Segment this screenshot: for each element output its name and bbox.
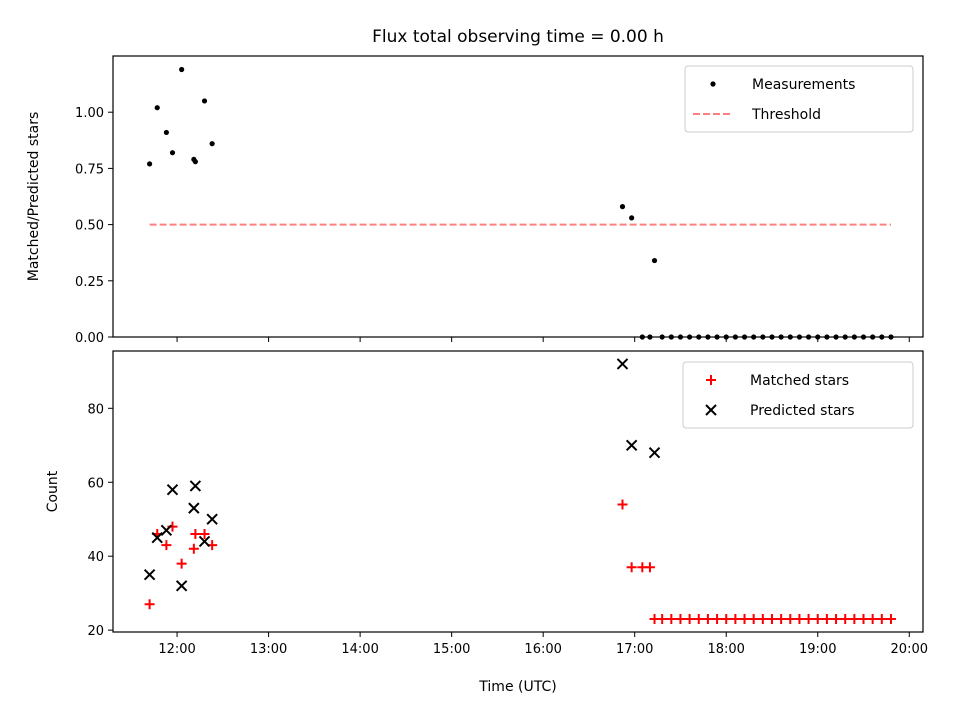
y-tick-label: 60	[87, 476, 104, 491]
legend-label: Measurements	[752, 77, 855, 93]
measurement-point	[209, 141, 215, 147]
predicted-star-point	[151, 532, 163, 544]
matched-star-point	[161, 540, 172, 551]
matched-star-point	[693, 614, 704, 625]
y-axis-label: Count	[45, 470, 61, 512]
predicted-star-point	[175, 580, 188, 592]
y-tick-label: 0.00	[75, 331, 104, 346]
y-tick-label: 0.25	[75, 275, 104, 290]
matched-star-point	[794, 614, 805, 625]
legend-label: Matched stars	[750, 373, 849, 389]
y-tick-label: 80	[87, 402, 104, 417]
matched-star-point	[858, 614, 869, 625]
predicted-star-point	[188, 502, 200, 514]
measurement-point	[147, 161, 153, 167]
measurement-point	[629, 215, 635, 221]
legend-label: Threshold	[751, 107, 821, 123]
series-matched-stars	[144, 499, 896, 625]
measurement-point	[651, 257, 658, 264]
matched-star-point	[739, 614, 750, 625]
measurement-point	[201, 98, 208, 104]
predicted-star-point	[160, 524, 173, 537]
matched-star-point	[730, 614, 741, 625]
matched-star-point	[776, 614, 787, 625]
matched-star-point	[176, 558, 187, 569]
bottom-panel: 12:00 13:00 14:00 15:00 16:00 17:00 18:00 19:00…	[45, 350, 928, 657]
matched-star-point	[644, 562, 655, 573]
legend: Matched stars Predicted stars	[682, 361, 914, 429]
legend-box	[682, 361, 914, 429]
matched-star-point	[748, 614, 759, 625]
legend-marker-sample	[705, 404, 717, 416]
predicted-star-point	[648, 446, 661, 459]
matched-star-point	[684, 614, 695, 625]
x-tick-label: 17:00	[616, 642, 653, 657]
matched-star-point	[721, 614, 732, 625]
chart-title: Flux total observing time = 0.00 h	[372, 27, 664, 47]
x-tick-label: 15:00	[433, 642, 470, 657]
measurement-point	[163, 129, 169, 136]
predicted-star-point	[198, 535, 211, 548]
predicted-star-point	[189, 480, 202, 492]
series-predicted-stars	[143, 358, 661, 592]
matched-star-point	[785, 614, 796, 625]
matched-star-point	[766, 614, 777, 625]
matched-star-point	[867, 614, 878, 625]
legend-marker-sample	[710, 81, 716, 87]
x-tick-label: 20:00	[891, 642, 928, 657]
series-measurements	[147, 66, 894, 340]
matched-star-point	[840, 614, 851, 625]
matched-star-point	[831, 614, 842, 625]
matched-star-point	[803, 614, 814, 625]
legend: Measurements Threshold	[684, 65, 914, 133]
y-tick-label: 0.75	[75, 162, 104, 177]
x-tick-label: 14:00	[341, 642, 378, 657]
x-tick-label: 19:00	[799, 642, 836, 657]
matched-star-point	[812, 614, 823, 625]
top-panel: 0.00 0.25 0.50 0.75 1.00 Matched/Predicted st…	[26, 55, 924, 346]
matched-star-point	[876, 614, 887, 625]
x-axis-label: Time (UTC)	[478, 679, 556, 695]
matched-star-point	[199, 529, 210, 540]
matched-star-point	[190, 529, 201, 540]
measurement-point	[192, 159, 198, 165]
matched-star-point	[702, 614, 713, 625]
matched-star-point	[849, 614, 860, 625]
matched-star-point	[675, 614, 686, 625]
y-axis-label: Matched/Predicted stars	[26, 112, 42, 282]
matched-star-point	[712, 614, 723, 625]
y-tick-label: 20	[87, 624, 104, 639]
x-tick-label: 12:00	[158, 642, 195, 657]
legend-label: Predicted stars	[750, 403, 855, 419]
matched-star-point	[144, 599, 155, 610]
matched-star-point	[626, 562, 637, 573]
predicted-star-point	[616, 358, 629, 370]
predicted-star-point	[143, 568, 156, 581]
matched-star-point	[757, 614, 768, 625]
matched-star-point	[617, 499, 628, 510]
matched-star-point	[657, 614, 668, 625]
y-tick-label: 40	[87, 550, 104, 565]
matched-star-point	[666, 614, 677, 625]
matched-star-point	[188, 543, 199, 554]
x-tick-label: 16:00	[524, 642, 561, 657]
matched-star-point	[821, 614, 832, 625]
x-tick-label: 13:00	[250, 642, 287, 657]
predicted-star-point	[206, 513, 218, 525]
x-tick-label: 18:00	[707, 642, 744, 657]
legend-box	[684, 65, 914, 133]
matched-star-point	[885, 614, 896, 625]
predicted-star-point	[166, 483, 179, 496]
y-tick-label: 1.00	[75, 106, 104, 121]
measurement-point	[154, 105, 160, 111]
legend-marker-sample	[706, 375, 716, 385]
axes-frame	[112, 55, 924, 338]
predicted-star-point	[625, 439, 638, 451]
measurement-point	[179, 66, 185, 73]
y-tick-label: 0.50	[75, 219, 104, 234]
measurement-point	[169, 150, 176, 156]
axes-frame	[112, 350, 924, 633]
measurement-point	[619, 204, 626, 210]
